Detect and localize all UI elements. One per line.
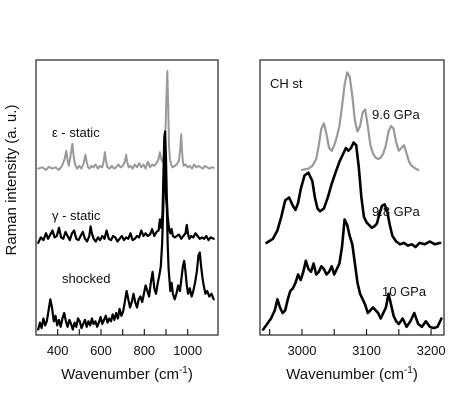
annotation-10-gpa: 10 GPa: [382, 284, 427, 299]
y-axis-title: Raman intensity (a. u.): [3, 105, 20, 256]
left-x-tick-label-800: 800: [133, 343, 155, 358]
annotation-gamma-static: γ - static: [52, 208, 101, 223]
right-series-0-line: [300, 71, 420, 172]
right-x-tick-label-3100: 3100: [352, 343, 381, 358]
right-x-axis-title: Wavenumber (cm-1): [286, 365, 418, 383]
left-x-tick-label-400: 400: [47, 343, 69, 358]
left-x-tick-label-600: 600: [90, 343, 112, 358]
annotation-epsilon-static: ε - static: [52, 125, 100, 140]
right-x-ticks: 3000 3100 3200: [269, 329, 446, 358]
left-series-1-line: [37, 130, 215, 244]
right-series-1-line: [265, 141, 442, 249]
left-x-tick-label-1000: 1000: [173, 343, 202, 358]
left-series-0-line: [37, 70, 215, 171]
left-x-ticks: 400 600 800 1000: [47, 329, 202, 358]
annotation-9-8-gpa: 9.8 GPa: [372, 204, 420, 219]
annotation-9-6-gpa: 9.6 GPa: [372, 107, 420, 122]
right-x-tick-label-3000: 3000: [288, 343, 317, 358]
right-panel: 3000 3100 3200 CH st 9.6 GPa 9.8 GPa 10 GP…: [259, 59, 446, 383]
left-series-2-line: [37, 157, 215, 331]
panel-title-ch-st: CH st: [270, 76, 303, 91]
right-series-2-line: [261, 218, 443, 331]
right-x-tick-label-3200: 3200: [417, 343, 446, 358]
left-x-axis-title: Wavenumber (cm-1): [61, 365, 193, 383]
left-traces: [37, 70, 215, 331]
annotation-shocked: shocked: [62, 271, 110, 286]
right-plot-frame: [259, 59, 445, 336]
left-plot-frame: [35, 59, 219, 336]
right-traces: [261, 71, 443, 331]
left-panel: 400 600 800 1000 ε - static γ - static shoc…: [35, 59, 219, 383]
